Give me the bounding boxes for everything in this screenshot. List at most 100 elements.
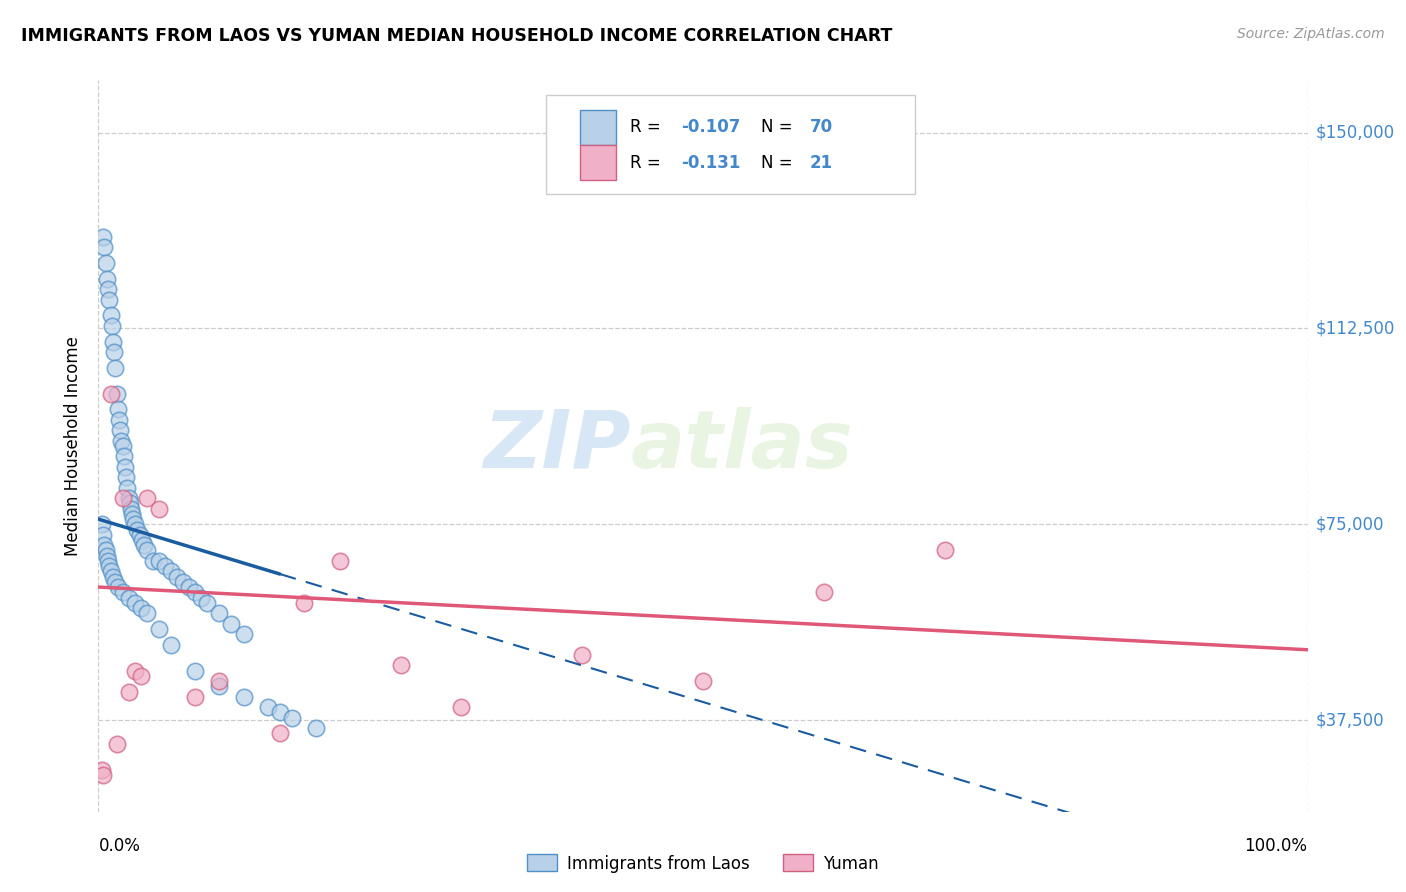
- Point: [148, 622, 170, 636]
- Text: $75,000: $75,000: [1316, 516, 1385, 533]
- Text: $150,000: $150,000: [1316, 123, 1395, 142]
- Point: [103, 345, 125, 359]
- Point: [135, 543, 157, 558]
- Point: [114, 459, 136, 474]
- Point: [104, 360, 127, 375]
- Point: [94, 256, 117, 270]
- Point: [100, 386, 122, 401]
- Point: [571, 648, 593, 662]
- Point: [94, 543, 117, 558]
- Point: [91, 763, 114, 777]
- Point: [450, 700, 472, 714]
- Point: [91, 230, 114, 244]
- Point: [120, 501, 142, 516]
- Point: [104, 574, 127, 589]
- Point: [232, 690, 254, 704]
- Text: ZIP: ZIP: [484, 407, 630, 485]
- Text: $112,500: $112,500: [1316, 319, 1395, 337]
- Text: IMMIGRANTS FROM LAOS VS YUMAN MEDIAN HOUSEHOLD INCOME CORRELATION CHART: IMMIGRANTS FROM LAOS VS YUMAN MEDIAN HOU…: [21, 27, 893, 45]
- Point: [105, 737, 128, 751]
- FancyBboxPatch shape: [546, 95, 915, 194]
- Text: atlas: atlas: [630, 407, 853, 485]
- Text: N =: N =: [761, 119, 799, 136]
- Point: [135, 606, 157, 620]
- Point: [305, 721, 328, 735]
- Point: [269, 706, 291, 720]
- Point: [129, 669, 152, 683]
- Point: [98, 559, 121, 574]
- Point: [153, 559, 176, 574]
- Point: [131, 533, 153, 547]
- Point: [232, 627, 254, 641]
- Point: [269, 726, 291, 740]
- Point: [124, 517, 146, 532]
- Text: R =: R =: [630, 119, 666, 136]
- Text: R =: R =: [630, 153, 666, 172]
- Point: [124, 596, 146, 610]
- Text: Source: ZipAtlas.com: Source: ZipAtlas.com: [1237, 27, 1385, 41]
- Point: [101, 569, 124, 583]
- Point: [135, 491, 157, 506]
- Point: [160, 638, 183, 652]
- Point: [107, 580, 129, 594]
- Point: [692, 674, 714, 689]
- Point: [105, 386, 128, 401]
- Point: [91, 517, 114, 532]
- Text: 0.0%: 0.0%: [98, 837, 141, 855]
- Point: [292, 596, 315, 610]
- Point: [117, 481, 139, 495]
- Point: [100, 565, 122, 579]
- Point: [129, 601, 152, 615]
- Point: [195, 596, 218, 610]
- Text: 21: 21: [810, 153, 832, 172]
- Point: [148, 554, 170, 568]
- Point: [93, 538, 115, 552]
- Point: [91, 528, 114, 542]
- Point: [98, 293, 121, 307]
- Point: [96, 272, 118, 286]
- Point: [184, 690, 207, 704]
- FancyBboxPatch shape: [579, 110, 616, 145]
- Point: [172, 574, 194, 589]
- Point: [256, 700, 278, 714]
- Point: [122, 512, 145, 526]
- Point: [112, 450, 135, 464]
- Text: 70: 70: [810, 119, 832, 136]
- Point: [148, 501, 170, 516]
- Point: [389, 658, 412, 673]
- Point: [111, 585, 134, 599]
- Point: [100, 309, 122, 323]
- Point: [190, 591, 212, 605]
- Point: [142, 554, 165, 568]
- Point: [97, 282, 120, 296]
- Point: [166, 569, 188, 583]
- Point: [118, 591, 141, 605]
- Legend: Immigrants from Laos, Yuman: Immigrants from Laos, Yuman: [520, 847, 886, 880]
- Point: [813, 585, 835, 599]
- Text: 100.0%: 100.0%: [1244, 837, 1308, 855]
- Point: [97, 554, 120, 568]
- Point: [93, 240, 115, 254]
- FancyBboxPatch shape: [579, 145, 616, 180]
- Point: [221, 616, 243, 631]
- Point: [179, 580, 201, 594]
- Point: [281, 711, 304, 725]
- Text: -0.107: -0.107: [682, 119, 741, 136]
- Point: [115, 470, 138, 484]
- Text: -0.131: -0.131: [682, 153, 741, 172]
- Text: $37,500: $37,500: [1316, 711, 1385, 730]
- Point: [208, 674, 231, 689]
- Point: [91, 768, 114, 782]
- Text: N =: N =: [761, 153, 799, 172]
- Point: [128, 528, 150, 542]
- Point: [101, 334, 124, 349]
- Point: [108, 413, 131, 427]
- Point: [208, 606, 231, 620]
- Point: [96, 549, 118, 563]
- Point: [111, 439, 134, 453]
- Point: [160, 565, 183, 579]
- Point: [118, 684, 141, 698]
- Y-axis label: Median Household Income: Median Household Income: [63, 336, 82, 556]
- Point: [118, 496, 141, 510]
- Point: [934, 543, 956, 558]
